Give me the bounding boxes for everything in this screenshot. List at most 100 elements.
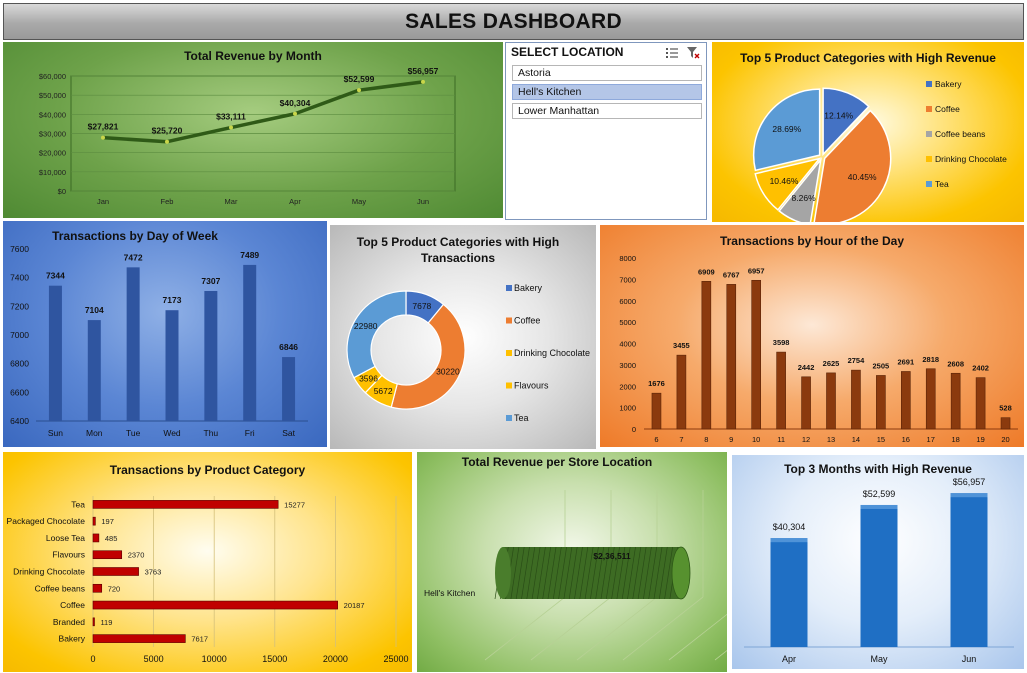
revenue-series-line (102, 80, 424, 144)
transactions-day-of-week-chart: Transactions by Day of Week 6400 6600 6800… (3, 221, 327, 447)
store-bar-stripe (584, 546, 594, 600)
data-label: 7104 (85, 305, 104, 315)
chart-title: Transactions by Product Category (109, 463, 306, 477)
transactions-product-category-chart: Transactions by Product Category 0 5000 10… (3, 452, 412, 672)
slicer-item-astoria[interactable]: Astoria (512, 65, 702, 81)
y-tick-label: 7400 (10, 273, 29, 283)
pie-slice-drinking-chocolate (754, 157, 822, 211)
x-tick-label: 17 (927, 435, 935, 444)
slicer-item-lower-manhattan[interactable]: Lower Manhattan (512, 103, 702, 119)
y-tick-label: Drinking Chocolate (13, 567, 85, 577)
x-tick-label: Thu (204, 428, 219, 438)
legend-swatch-bakery (506, 285, 512, 291)
bar-hour-14 (851, 369, 861, 430)
legend-swatch-coffee (506, 317, 512, 324)
x-tick-label: 18 (951, 435, 959, 444)
data-label: 3596 (359, 373, 378, 383)
store-bar-stripe (616, 546, 626, 600)
bar-drinking-chocolate (92, 567, 139, 576)
slicer-title: SELECT LOCATION (511, 45, 624, 59)
data-label: 2402 (972, 364, 989, 373)
store-bar-stripe (558, 546, 567, 600)
clear-filter-icon[interactable] (687, 46, 700, 59)
data-label: 7489 (240, 250, 259, 260)
legend-swatch-drinking-chocolate (506, 350, 512, 356)
legend-swatch-tea (506, 415, 512, 421)
y-tick-label: Flavours (52, 550, 85, 560)
bar-mon (87, 320, 101, 421)
data-label: 28.69% (772, 124, 801, 134)
bar-hour-10 (751, 279, 761, 430)
revenue-by-month-plot: $0 $10,000 $20,000 $30,000 $40,000 $50,000 $60… (39, 66, 456, 206)
bar-hour-7 (676, 354, 687, 430)
y-tick-label: $10,000 (39, 168, 66, 177)
y-tick-label: $60,000 (39, 72, 66, 81)
data-label: 20187 (344, 601, 365, 610)
transactions-day-of-week-plot: 6400 6600 6800 7000 7200 7400 7600 7344 Sun 7104 M… (10, 244, 308, 438)
bar-hour-8 (701, 281, 712, 430)
y-tick-label: $30,000 (39, 130, 66, 139)
store-bar-stripe (648, 546, 658, 600)
legend-label: Drinking Chocolate (935, 154, 1007, 164)
x-tick-label: Wed (163, 428, 181, 438)
store-bar-stripe (526, 546, 536, 600)
data-label: 2370 (128, 551, 145, 560)
data-label: 2754 (848, 356, 866, 365)
dashboard-title: SALES DASHBOARD (3, 3, 1024, 40)
x-tick-label: Feb (161, 197, 174, 206)
bar-jun (950, 493, 988, 647)
y-tick-label: $0 (58, 187, 66, 196)
data-label: 528 (999, 404, 1012, 413)
x-tick-label: 10 (752, 435, 760, 444)
data-label: 119 (100, 618, 112, 627)
data-point (101, 135, 105, 140)
transactions-product-category-plot: 0 5000 10000 15000 20000 25000 Tea 15277 Package… (7, 496, 409, 664)
store-bar-stripe (542, 546, 552, 600)
store-bar-stripe (621, 546, 631, 600)
store-bar-stripe (531, 546, 541, 600)
chart-title: Transactions by Hour of the Day (719, 234, 905, 248)
bar-tue (126, 267, 140, 421)
bar-hour-17 (925, 368, 936, 430)
store-bar-stripe (653, 546, 663, 600)
data-label: 2608 (947, 359, 964, 368)
donut-slice-tea (346, 290, 407, 379)
bar-hour-20 (1000, 417, 1011, 430)
slicer-item-hells-kitchen[interactable]: Hell's Kitchen (512, 84, 702, 100)
store-bar-stripe (579, 546, 589, 600)
y-tick-label: $20,000 (39, 149, 66, 158)
bar-fri (243, 264, 257, 421)
data-label: 6957 (748, 266, 765, 275)
data-label: $56,957 (408, 66, 439, 76)
chart-title: Top 3 Months with High Revenue (784, 462, 972, 476)
data-label: 720 (108, 584, 121, 593)
data-label: $40,304 (773, 522, 806, 532)
bar-coffee-beans (92, 583, 103, 593)
store-bar-stripe (547, 546, 557, 600)
data-label: $2,36,511 (593, 551, 631, 561)
revenue-category-pie-chart: Top 5 Product Categories with High Reven… (712, 42, 1024, 222)
data-point (165, 139, 169, 144)
x-tick-label: 16 (902, 435, 910, 444)
x-tick-label: Jun (417, 197, 429, 206)
y-tick-label: Loose Tea (46, 533, 85, 543)
data-point (421, 79, 425, 84)
x-tick-label: 11 (777, 435, 785, 444)
x-tick-label: Fri (245, 428, 255, 438)
data-label: 3455 (673, 341, 690, 350)
store-bar-stripe (552, 546, 562, 600)
data-label: 6767 (723, 270, 740, 279)
y-tick-label: Bakery (59, 634, 86, 644)
store-bar-stripe (643, 546, 652, 600)
store-bar-stripe (658, 546, 668, 600)
bar-hour-9 (726, 284, 737, 430)
multi-select-icon[interactable] (666, 46, 679, 58)
store-bar-stripe (627, 546, 636, 600)
y-tick-label: 5000 (619, 318, 636, 327)
bar-hour-11 (776, 351, 786, 430)
y-tick-label: 7200 (10, 301, 29, 311)
chart-title: Top 5 Product Categories with High Reven… (740, 51, 996, 65)
store-bar-end-right (671, 546, 691, 600)
legend-label: Bakery (935, 79, 962, 89)
x-tick-label: 5000 (144, 654, 164, 664)
